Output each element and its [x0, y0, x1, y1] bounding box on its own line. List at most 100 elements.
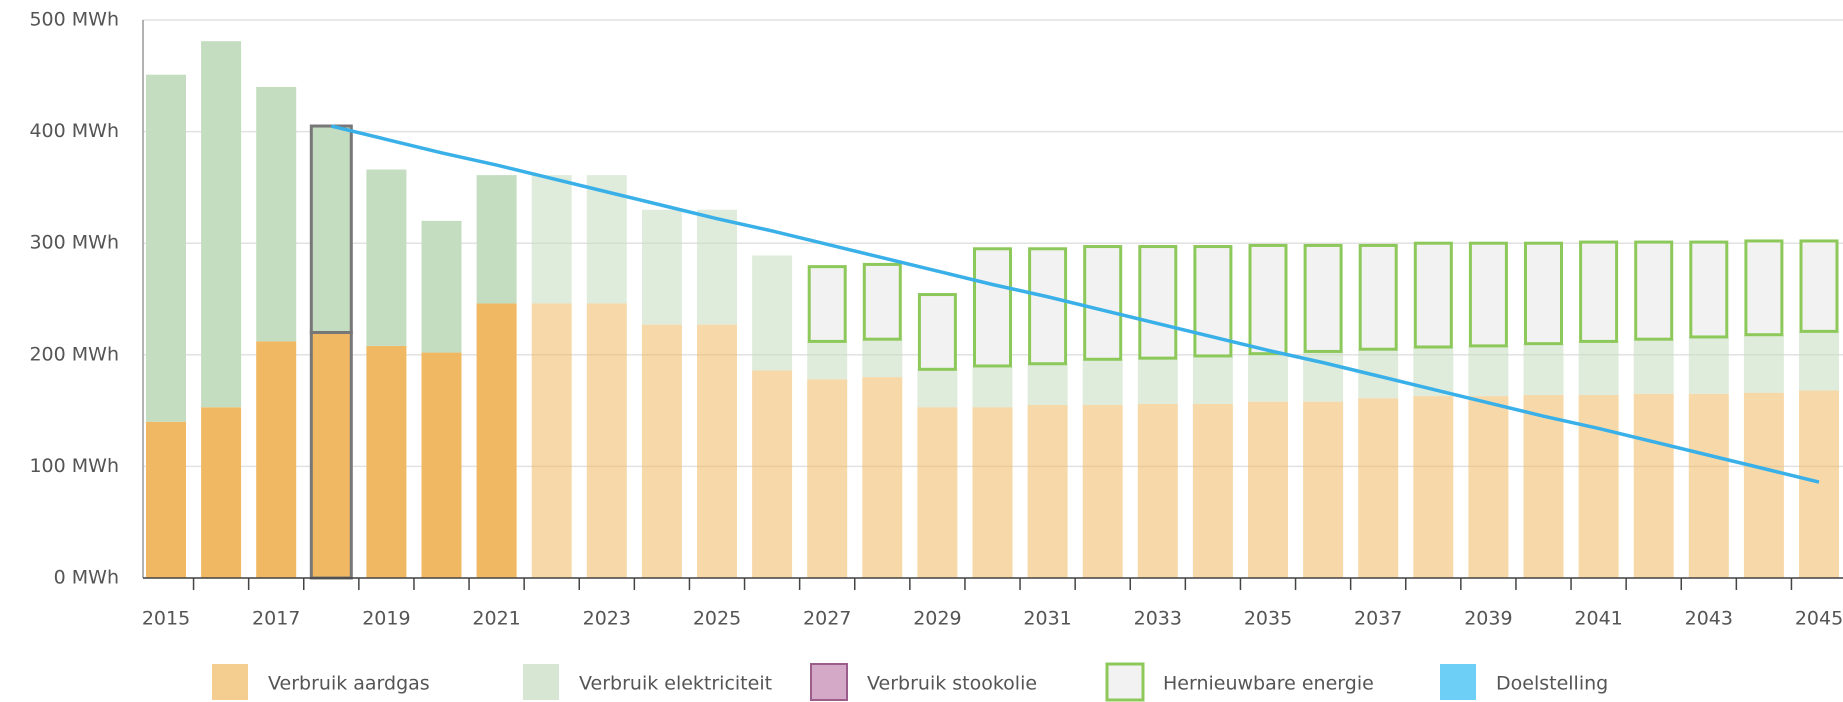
- bar-segment: [641, 324, 682, 578]
- target-line: [330, 124, 1820, 484]
- bar-segment: [1578, 394, 1619, 578]
- legend-item: Doelstelling: [1440, 664, 1608, 700]
- renewable-box: [1468, 241, 1508, 348]
- bar-segment: [476, 175, 517, 304]
- bar-segment: [697, 209, 737, 325]
- renewable-box: [1138, 245, 1178, 360]
- bar-segment: [1523, 394, 1564, 578]
- bar-segment: [862, 377, 903, 578]
- renewable-box: [1248, 243, 1288, 356]
- renewable-box: [862, 262, 902, 341]
- bar-segment: [1799, 390, 1839, 578]
- bar-segment: [421, 220, 462, 353]
- bar-segment: [697, 324, 737, 578]
- bar-segment: [1027, 363, 1068, 406]
- legend-label: Verbruik elektriciteit: [579, 673, 772, 695]
- bar-segment: [1578, 341, 1619, 395]
- bar-segment: [531, 175, 572, 304]
- bar-segment: [1082, 405, 1123, 578]
- renewable-box: [1083, 245, 1123, 361]
- legend-item: Verbruik elektriciteit: [523, 664, 772, 700]
- renewable-box: [1524, 241, 1563, 346]
- bar-segment: [862, 339, 903, 378]
- bar-segment: [309, 330, 353, 580]
- x-tick-label: 2031: [1023, 608, 1071, 630]
- bar-segment: [1633, 339, 1674, 394]
- bar-segment: [752, 255, 793, 371]
- bar-segment: [807, 341, 848, 380]
- x-tick-label: 2023: [583, 608, 631, 630]
- bar-segment: [1137, 358, 1178, 404]
- bar-segment: [366, 345, 407, 578]
- bar-segment: [1743, 334, 1784, 393]
- bar-segment: [1743, 392, 1784, 578]
- bar-segment: [1027, 405, 1068, 578]
- bar-segment: [972, 365, 1013, 408]
- legend-item: Hernieuwbare energie: [1105, 662, 1374, 702]
- bar-segment: [1192, 355, 1233, 404]
- bar-segment: [1137, 403, 1178, 578]
- x-tick-label: 2021: [472, 608, 520, 630]
- legend-label: Verbruik stookolie: [867, 673, 1037, 695]
- renewable-box: [1413, 241, 1453, 349]
- bar-segment: [586, 303, 627, 578]
- legend-swatch: [810, 663, 848, 701]
- renewable-box: [1358, 243, 1398, 351]
- y-tick-label: 0 MWh: [54, 567, 119, 589]
- renewable-box: [1744, 239, 1784, 337]
- x-tick-label: 2043: [1685, 608, 1733, 630]
- bar-segment: [1633, 393, 1674, 578]
- legend-swatch: [1440, 664, 1476, 700]
- bar-segment: [256, 86, 297, 342]
- x-tick-label: 2045: [1795, 608, 1843, 630]
- renewable-box: [1303, 243, 1343, 353]
- bar-segment: [807, 379, 848, 578]
- legend-item: Verbruik aardgas: [212, 664, 430, 700]
- renewable-box: [1579, 240, 1619, 343]
- bar-segment: [531, 303, 572, 578]
- legend-item: Verbruik stookolie: [810, 663, 1037, 701]
- bar-segment: [201, 41, 242, 408]
- bar-segment: [366, 169, 407, 346]
- bar-segment: [917, 407, 958, 578]
- legend-swatch: [1105, 662, 1145, 702]
- x-tick-label: 2035: [1244, 608, 1292, 630]
- renewable-box: [973, 247, 1012, 368]
- bar-segment: [1248, 353, 1288, 402]
- renewable-box: [917, 293, 957, 371]
- legend-label: Verbruik aardgas: [268, 673, 430, 695]
- bar-segment: [1688, 393, 1729, 578]
- bar-segment: [1358, 398, 1399, 578]
- bar-segment: [1303, 401, 1344, 578]
- legend-swatch: [523, 664, 559, 700]
- bar-segment: [1192, 403, 1233, 578]
- bar-segment: [146, 74, 186, 422]
- renewable-box: [1028, 247, 1068, 366]
- y-tick-label: 100 MWh: [29, 455, 119, 477]
- bar-segment: [256, 341, 297, 578]
- bar-segment: [972, 407, 1013, 578]
- bar-segment: [1413, 396, 1454, 578]
- bar-segment: [146, 421, 186, 578]
- renewable-box: [807, 265, 847, 343]
- y-tick-label: 400 MWh: [29, 120, 119, 142]
- x-tick-label: 2033: [1134, 608, 1182, 630]
- bar-segment: [1468, 396, 1509, 578]
- x-tick-label: 2037: [1354, 608, 1402, 630]
- x-tick-label: 2041: [1574, 608, 1622, 630]
- bar-segment: [1688, 336, 1729, 394]
- bar-segment: [1523, 343, 1564, 395]
- renewable-box: [1689, 240, 1729, 339]
- bar-segment: [641, 209, 682, 325]
- bar-segment: [1468, 345, 1509, 397]
- x-tick-label: 2027: [803, 608, 851, 630]
- legend-label: Doelstelling: [1496, 673, 1608, 695]
- legend-swatch: [212, 664, 248, 700]
- renewable-box: [1634, 240, 1674, 341]
- bar-segment: [476, 303, 517, 578]
- legend-label: Hernieuwbare energie: [1163, 673, 1374, 695]
- bar-segment: [752, 370, 793, 578]
- bar-segment: [201, 407, 242, 578]
- bar-segment: [1799, 331, 1839, 391]
